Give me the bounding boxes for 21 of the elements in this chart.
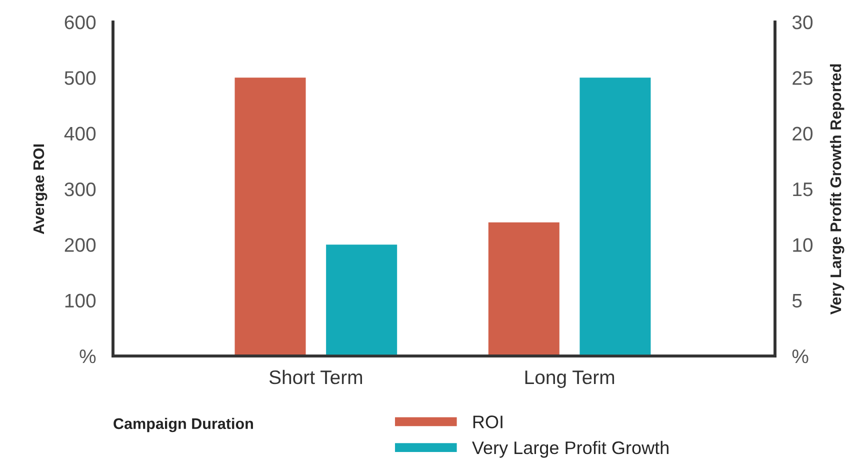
y-tick-label: 500 bbox=[64, 71, 96, 85]
x-tick-label: Long Term bbox=[525, 370, 614, 388]
y2-axis-title: Very Large Profit Growth Reported bbox=[830, 64, 844, 315]
y-tick-label: 200 bbox=[64, 238, 96, 252]
y2-tick-label: 30 bbox=[792, 15, 813, 30]
x-axis-title: Campaign Duration bbox=[114, 418, 253, 432]
x-tick-label: Short Term bbox=[269, 370, 362, 384]
y-tick-label: 100 bbox=[65, 294, 96, 308]
legend-label: ROI bbox=[473, 416, 502, 428]
y-tick-label: % bbox=[80, 350, 96, 364]
legend-label: Very Large Profit Growth bbox=[472, 440, 668, 458]
y2-tick-label: 5 bbox=[792, 294, 802, 308]
y-axis-title: Avergae ROI bbox=[33, 144, 48, 234]
y2-tick-label: 20 bbox=[792, 126, 813, 141]
y2-tick-label: 10 bbox=[793, 238, 813, 252]
y-tick-label: 600 bbox=[64, 15, 96, 30]
y-tick-label: 400 bbox=[64, 126, 96, 141]
y2-tick-label: 15 bbox=[793, 182, 812, 196]
y2-tick-label: 25 bbox=[792, 71, 812, 85]
y2-tick-label: % bbox=[792, 350, 808, 364]
y-tick-label: 300 bbox=[64, 182, 96, 196]
